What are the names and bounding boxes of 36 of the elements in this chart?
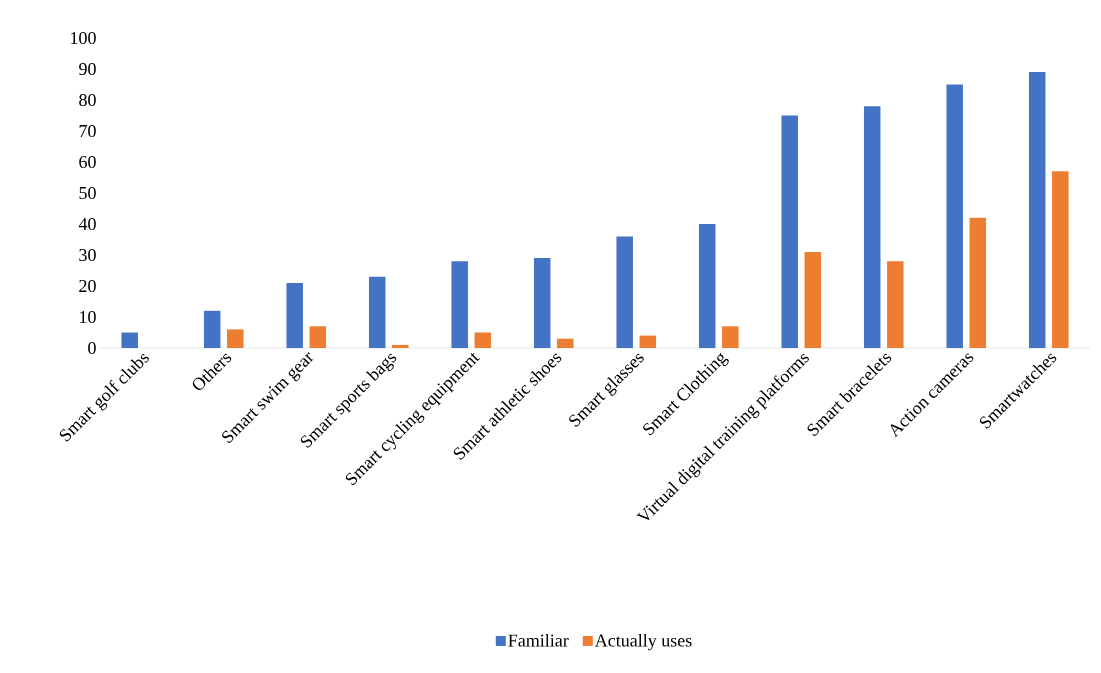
y-tick-label: 40 <box>78 217 96 231</box>
bar <box>451 261 468 348</box>
bar <box>639 335 657 348</box>
y-tick-label: 90 <box>79 62 96 76</box>
bar <box>203 310 221 348</box>
bar <box>616 236 633 348</box>
bar <box>887 261 904 348</box>
bar <box>969 217 987 348</box>
bar <box>368 276 386 348</box>
bar <box>863 106 881 348</box>
bar <box>392 344 409 348</box>
bar <box>804 251 822 348</box>
bar <box>698 224 716 348</box>
y-tick-label: 50 <box>79 186 96 200</box>
y-tick-label: 70 <box>79 124 96 138</box>
y-tick-label: 60 <box>79 155 96 169</box>
bar <box>557 338 574 348</box>
bar <box>121 332 138 348</box>
bar <box>946 84 963 348</box>
bar <box>227 329 244 348</box>
y-tick-label: 100 <box>71 31 96 45</box>
bar <box>1028 72 1046 348</box>
bar <box>309 326 327 348</box>
y-tick-label: 80 <box>79 93 96 107</box>
y-tick-label: 20 <box>79 279 96 293</box>
bar <box>533 258 551 348</box>
y-tick-label: 0 <box>88 341 96 355</box>
bar <box>781 115 798 348</box>
bar <box>474 332 492 348</box>
bar <box>286 282 303 348</box>
bar <box>1052 171 1069 348</box>
legend-label: Actually uses <box>594 633 692 651</box>
y-tick-label: 10 <box>80 310 96 324</box>
y-tick-label: 30 <box>79 248 96 262</box>
legend-label: Familiar <box>508 633 569 647</box>
bar <box>722 326 739 348</box>
